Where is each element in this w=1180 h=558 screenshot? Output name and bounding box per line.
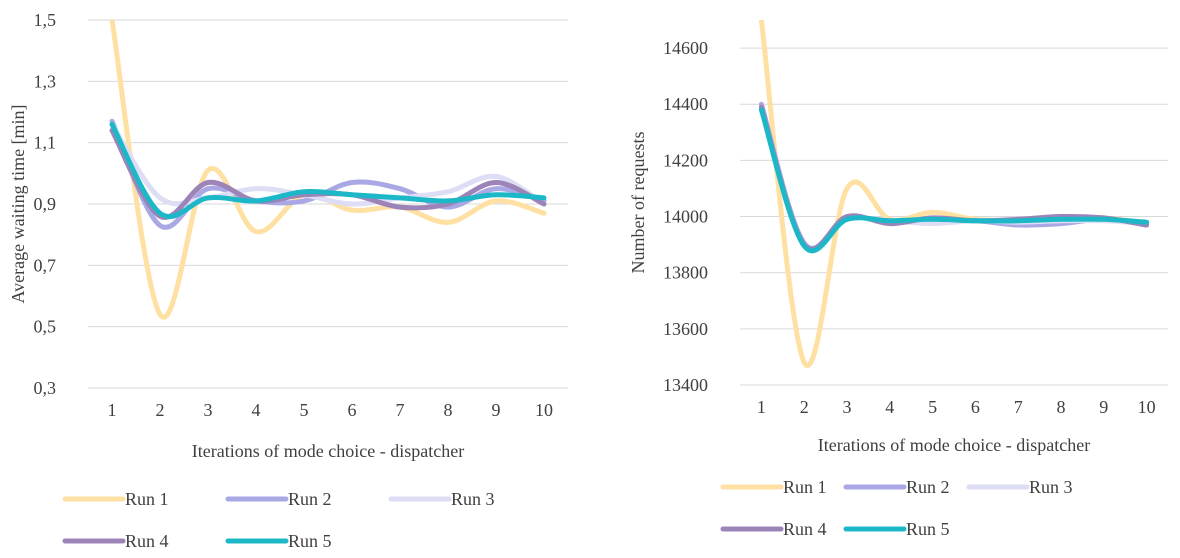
y-axis-title: Number of requests — [628, 132, 648, 274]
x-tick-label: 1 — [108, 400, 117, 420]
legend-label: Run 1 — [783, 477, 827, 497]
y-tick-label: 0,3 — [34, 378, 57, 398]
series-line-run-1 — [758, 20, 1150, 369]
x-tick-label: 6 — [971, 397, 980, 417]
x-tick-label: 8 — [444, 400, 453, 420]
x-tick-label: 2 — [800, 397, 809, 417]
x-tick-label: 7 — [1014, 397, 1023, 417]
y-tick-label: 13800 — [663, 263, 708, 283]
chart-1: 0,3 0,5 0,7 0,9 1,1 1,3 1,5 1 2 3 4 5 6 7 8 9 10 Iteratio… — [8, 10, 568, 551]
y-tick-label: 14000 — [663, 207, 708, 227]
x-tick-label: 3 — [843, 397, 852, 417]
y-tick-label: 14200 — [663, 150, 708, 170]
x-tick-label: 9 — [492, 400, 501, 420]
y-tick-label: 14400 — [663, 94, 708, 114]
series-line-run-1 — [109, 20, 547, 320]
series-line-run-5 — [758, 107, 1150, 254]
y-tick-label: 0,7 — [34, 255, 57, 275]
y-tick-label: 1,3 — [34, 71, 57, 91]
series-line-run-4 — [758, 104, 1150, 252]
legend-label: Run 4 — [783, 519, 827, 539]
legend-label: Run 4 — [125, 531, 169, 551]
x-tick-label: 8 — [1057, 397, 1066, 417]
y-tick-label: 1,5 — [34, 10, 57, 30]
y-axis-title: Average waiting time [min] — [8, 104, 28, 303]
y-tick-label: 13400 — [663, 375, 708, 395]
legend-label: Run 2 — [288, 489, 332, 509]
x-tick-label: 7 — [396, 400, 405, 420]
x-tick-label: 5 — [928, 397, 937, 417]
y-tick-label: 1,1 — [34, 133, 57, 153]
legend-label: Run 5 — [288, 531, 332, 551]
x-tick-label: 4 — [252, 400, 261, 420]
x-tick-label: 2 — [156, 400, 165, 420]
x-tick-label: 4 — [885, 397, 894, 417]
legend-label: Run 3 — [1029, 477, 1073, 497]
y-tick-label: 0,9 — [34, 194, 57, 214]
x-tick-label: 10 — [1138, 397, 1156, 417]
series-line-run-5 — [109, 121, 547, 220]
x-tick-label: 9 — [1099, 397, 1108, 417]
x-tick-label: 6 — [348, 400, 357, 420]
x-tick-label: 1 — [757, 397, 766, 417]
legend-label: Run 5 — [906, 519, 950, 539]
series-line-run-2 — [758, 101, 1150, 251]
x-tick-label: 10 — [535, 400, 553, 420]
y-tick-label: 0,5 — [34, 317, 57, 337]
x-tick-label: 3 — [204, 400, 213, 420]
chart-2: 13400 13600 13800 14000 14200 14400 14600 1 2 3 4 5… — [628, 20, 1168, 539]
legend-label: Run 1 — [125, 489, 169, 509]
x-tick-label: 5 — [300, 400, 309, 420]
x-axis-title: Iterations of mode choice - dispatcher — [192, 441, 464, 461]
legend-label: Run 3 — [451, 489, 495, 509]
y-tick-label: 13600 — [663, 319, 708, 339]
series-line-run-3 — [758, 104, 1150, 253]
series-line-run-3 — [109, 121, 547, 207]
x-axis-title: Iterations of mode choice - dispatcher — [818, 435, 1090, 455]
legend-label: Run 2 — [906, 477, 950, 497]
y-tick-label: 14600 — [663, 38, 708, 58]
